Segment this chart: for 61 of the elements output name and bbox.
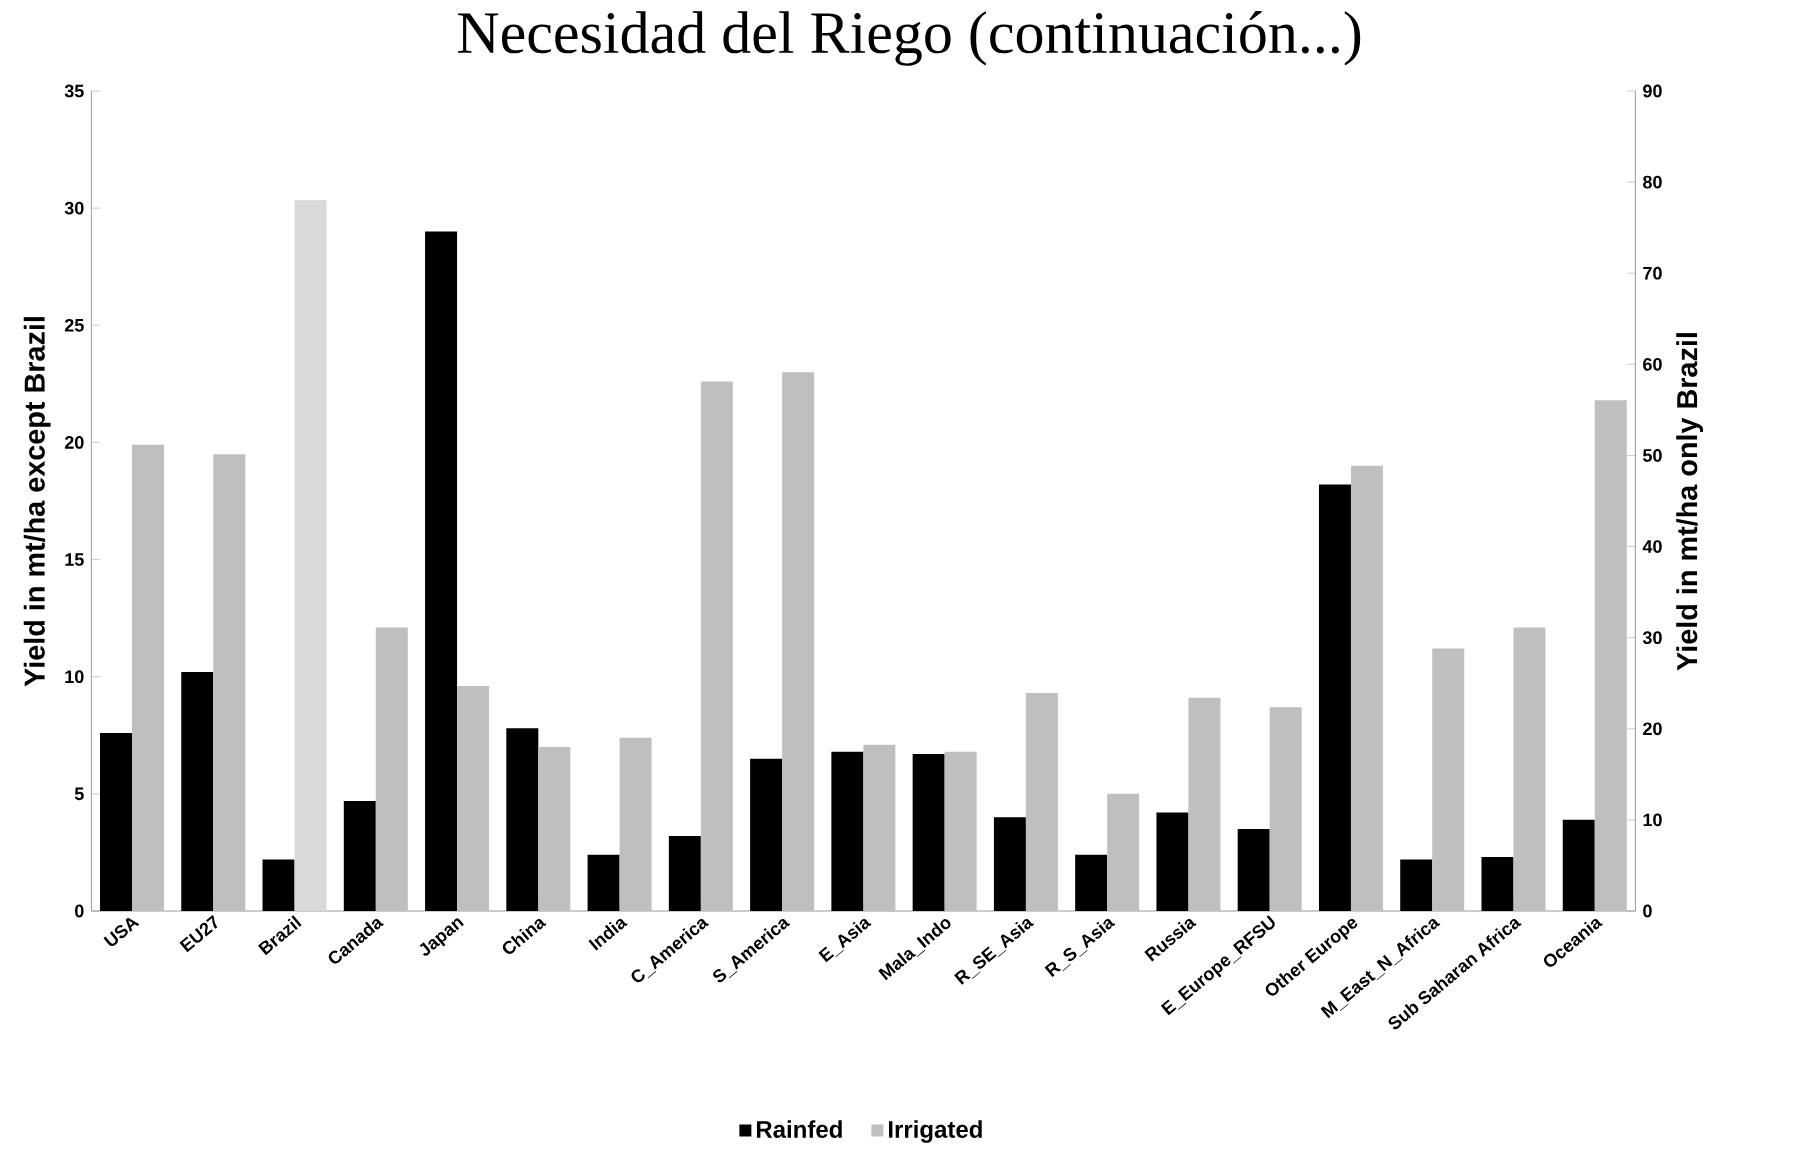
y-tick-label: 10 bbox=[65, 670, 84, 684]
bar bbox=[375, 627, 408, 911]
bar bbox=[181, 672, 214, 911]
bar bbox=[343, 800, 376, 911]
y-tick-label: 15 bbox=[65, 553, 84, 566]
x-tick-label: USA bbox=[103, 917, 140, 947]
y2-tick-label: 80 bbox=[1643, 175, 1662, 189]
bar bbox=[1156, 812, 1189, 911]
bar bbox=[1269, 707, 1302, 911]
y2-tick-label: 70 bbox=[1643, 266, 1662, 280]
y-tick-label: 35 bbox=[64, 84, 84, 98]
y-tick-label: 0 bbox=[75, 904, 84, 918]
bar bbox=[831, 751, 864, 911]
bar bbox=[1432, 648, 1465, 911]
bar bbox=[750, 758, 783, 911]
bar bbox=[100, 732, 133, 911]
bar bbox=[538, 747, 571, 911]
y2-tick-label: 30 bbox=[1642, 631, 1662, 645]
chart-title: Necesidad del Riego (continuación...) bbox=[458, 11, 1361, 66]
bar bbox=[1318, 484, 1351, 911]
bar bbox=[213, 454, 246, 911]
y2-tick-label: 10 bbox=[1643, 813, 1662, 827]
bar bbox=[863, 744, 896, 911]
y2-tick-label: 60 bbox=[1643, 357, 1662, 371]
bar bbox=[1075, 854, 1108, 911]
bar bbox=[457, 686, 490, 911]
y2-tick-label: 40 bbox=[1642, 540, 1662, 553]
bar bbox=[262, 859, 295, 911]
y-tick-label: 25 bbox=[64, 318, 84, 332]
y2-tick-label: 50 bbox=[1643, 449, 1662, 462]
bar bbox=[587, 854, 620, 911]
bar bbox=[619, 737, 652, 911]
bar bbox=[1562, 819, 1595, 911]
y2-axis-title: Yield in mt/ha only Brazil bbox=[1676, 333, 1704, 671]
bar bbox=[1400, 859, 1433, 911]
bar bbox=[1513, 627, 1546, 911]
bar bbox=[1188, 697, 1221, 911]
bar bbox=[944, 751, 977, 911]
bar bbox=[1481, 857, 1514, 911]
bar bbox=[1025, 693, 1058, 911]
bar bbox=[912, 754, 945, 911]
bar bbox=[993, 817, 1026, 911]
bar bbox=[668, 836, 701, 911]
bar bbox=[1350, 465, 1383, 911]
y-tick-label: 5 bbox=[74, 787, 84, 801]
y2-tick-label: 20 bbox=[1643, 722, 1662, 736]
y2-tick-label: 0 bbox=[1643, 904, 1652, 918]
legend-label: Irrigated bbox=[888, 1120, 982, 1143]
bar bbox=[1107, 793, 1140, 911]
bar bbox=[1237, 829, 1270, 911]
bar bbox=[425, 231, 458, 911]
bar bbox=[782, 372, 815, 911]
bar bbox=[506, 728, 539, 911]
y2-tick-label: 90 bbox=[1643, 84, 1662, 98]
bar bbox=[700, 381, 733, 911]
legend-label: Rainfed bbox=[756, 1120, 842, 1138]
bar bbox=[1594, 400, 1627, 911]
y-tick-label: 20 bbox=[64, 436, 84, 449]
y-axis-title: Yield in mt/ha except Brazil bbox=[23, 317, 51, 687]
bar bbox=[132, 444, 165, 911]
y-tick-label: 30 bbox=[64, 201, 84, 215]
